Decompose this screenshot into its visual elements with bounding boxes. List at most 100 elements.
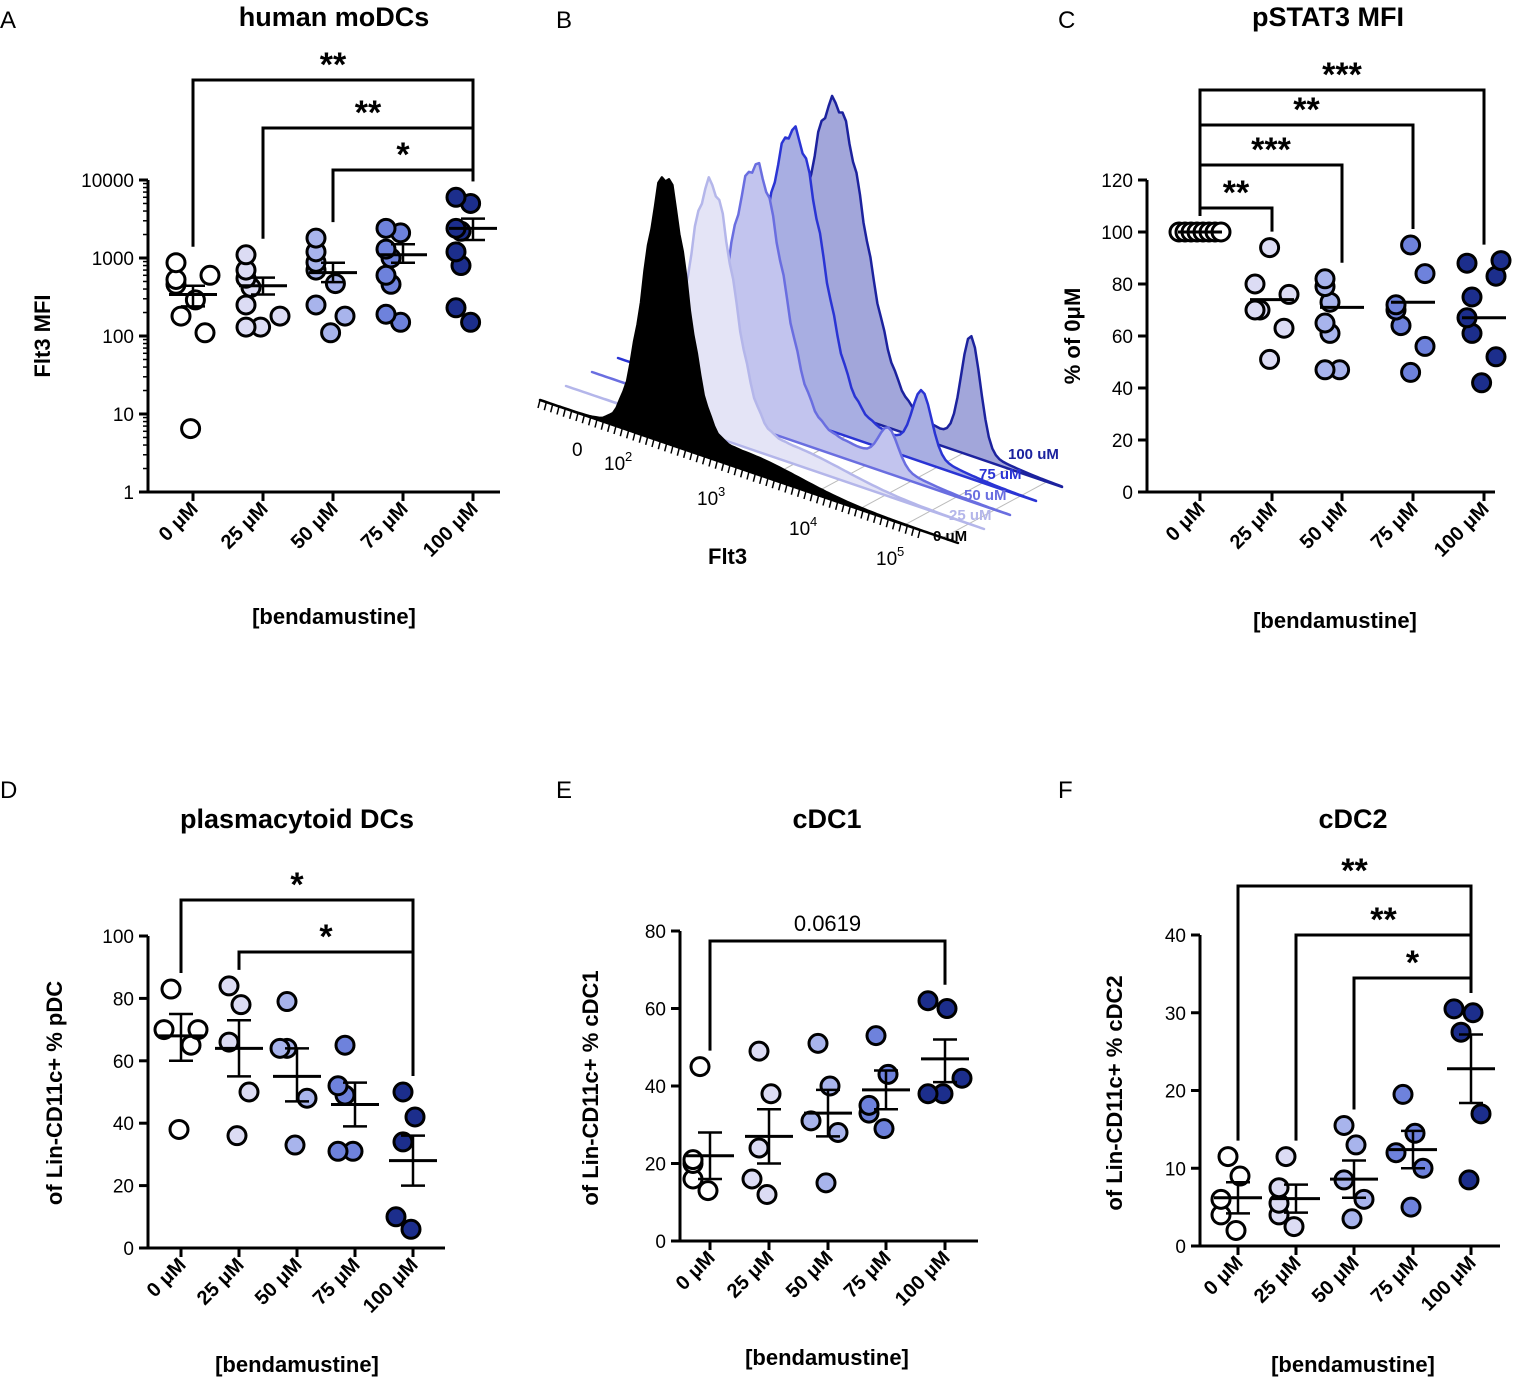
y-tick-label: 100 — [1101, 223, 1133, 244]
significance-label: *** — [1251, 131, 1291, 169]
panel-title: pSTAT3 MFI — [1252, 2, 1404, 32]
data-point — [873, 1118, 895, 1140]
y-axis-label: Flt3 MFI — [30, 294, 55, 377]
panel-title: cDC1 — [792, 804, 861, 834]
data-point — [375, 303, 397, 325]
data-point — [226, 1125, 248, 1147]
data-point — [760, 1083, 782, 1105]
significance-label: ** — [1223, 174, 1250, 212]
data-point — [1314, 268, 1336, 290]
data-point — [1314, 359, 1336, 381]
significance-bracket — [261, 126, 475, 239]
x-tick-label: 10 — [697, 489, 718, 510]
y-tick-label: 40 — [113, 1114, 134, 1135]
x-minor-tick — [543, 401, 548, 411]
y-tick-label: 0 — [655, 1232, 666, 1253]
series-label: 0 uM — [933, 528, 967, 545]
y-tick-label: 40 — [1165, 926, 1186, 947]
x-minor-tick — [689, 451, 693, 461]
data-point — [1273, 317, 1295, 339]
series-label: 75 uM — [979, 466, 1022, 483]
panel-letter: A — [0, 7, 16, 34]
significance-label: ** — [1293, 91, 1320, 129]
panel-b — [537, 94, 1064, 545]
x-minor-tick — [796, 488, 801, 498]
x-tick-label: 0 μM — [1200, 1252, 1248, 1300]
y-tick-label: 10 — [113, 405, 134, 426]
x-tick-label: 25 μM — [1226, 498, 1282, 554]
x-axis-label: [bendamustine] — [215, 1352, 379, 1377]
data-point — [1259, 348, 1281, 370]
x-minor-tick — [803, 490, 807, 500]
x-minor-tick — [904, 525, 909, 534]
x-tick-label: 10 — [604, 454, 625, 475]
data-point — [1283, 1216, 1305, 1238]
x-minor-tick — [822, 497, 826, 506]
x-minor-tick — [651, 438, 655, 448]
data-point — [1414, 335, 1436, 357]
x-minor-tick — [891, 521, 896, 530]
x-minor-tick — [657, 440, 662, 450]
panel-e — [671, 929, 978, 1250]
data-point — [1400, 234, 1422, 256]
data-point — [180, 418, 202, 440]
significance-label: ** — [320, 46, 347, 84]
x-tick-label: 100 μM — [1417, 1252, 1481, 1316]
x-minor-tick — [790, 486, 795, 495]
y-tick-label: 1000 — [92, 249, 134, 270]
y-tick-label: 0 — [1175, 1237, 1186, 1258]
data-point — [1490, 250, 1512, 272]
y-tick-label: 20 — [1165, 1082, 1186, 1103]
x-minor-tick — [727, 464, 731, 474]
data-point — [1275, 1146, 1297, 1168]
data-point — [334, 1034, 356, 1056]
x-minor-tick — [917, 529, 921, 539]
y-tick-label: 40 — [1112, 379, 1133, 400]
data-point — [1392, 1083, 1414, 1105]
x-minor-tick — [834, 501, 839, 511]
x-minor-tick — [841, 503, 845, 513]
data-point — [1461, 286, 1483, 308]
y-tick-label: 20 — [645, 1155, 666, 1176]
panel-title: human moDCs — [239, 2, 430, 32]
data-point — [445, 241, 467, 263]
significance-bracket — [237, 950, 415, 1076]
y-tick-label: 60 — [113, 1052, 134, 1073]
data-point — [235, 316, 257, 338]
x-tick-label: 100 μM — [891, 1247, 955, 1311]
x-minor-tick — [594, 419, 598, 428]
data-point — [1471, 372, 1493, 394]
data-point — [1404, 1122, 1426, 1144]
x-axis-label: [bendamustine] — [1271, 1352, 1435, 1377]
x-tick-label: 0 μM — [672, 1247, 720, 1295]
data-point — [235, 244, 257, 266]
data-point — [168, 1118, 190, 1140]
significance-bracket — [331, 168, 475, 223]
series-label: 100 uM — [1008, 446, 1059, 463]
x-minor-tick — [613, 425, 617, 435]
x-minor-tick — [853, 508, 858, 517]
data-point — [682, 1149, 704, 1171]
x-minor-tick — [556, 406, 560, 415]
x-minor-tick — [771, 479, 776, 489]
data-point — [1268, 1177, 1290, 1199]
significance-label: ** — [355, 94, 382, 132]
data-point — [230, 994, 252, 1016]
x-tick-exponent: 5 — [897, 544, 904, 559]
x-tick-label: 75 μM — [1367, 1252, 1423, 1308]
data-point — [404, 1106, 426, 1128]
y-tick-label: 10000 — [81, 171, 134, 192]
x-tick-label: 100 μM — [1430, 498, 1494, 562]
y-tick-label: 60 — [645, 1000, 666, 1021]
data-point — [697, 1180, 719, 1202]
significance-bracket — [708, 939, 947, 1051]
x-minor-tick — [587, 417, 592, 426]
x-minor-tick — [549, 404, 554, 413]
x-minor-tick — [860, 510, 864, 519]
data-point — [1385, 1142, 1407, 1164]
y-tick-label: 80 — [1112, 275, 1133, 296]
y-tick-label: 40 — [645, 1077, 666, 1098]
x-minor-tick — [746, 471, 750, 480]
data-point — [827, 1122, 849, 1143]
data-point — [296, 1087, 318, 1109]
